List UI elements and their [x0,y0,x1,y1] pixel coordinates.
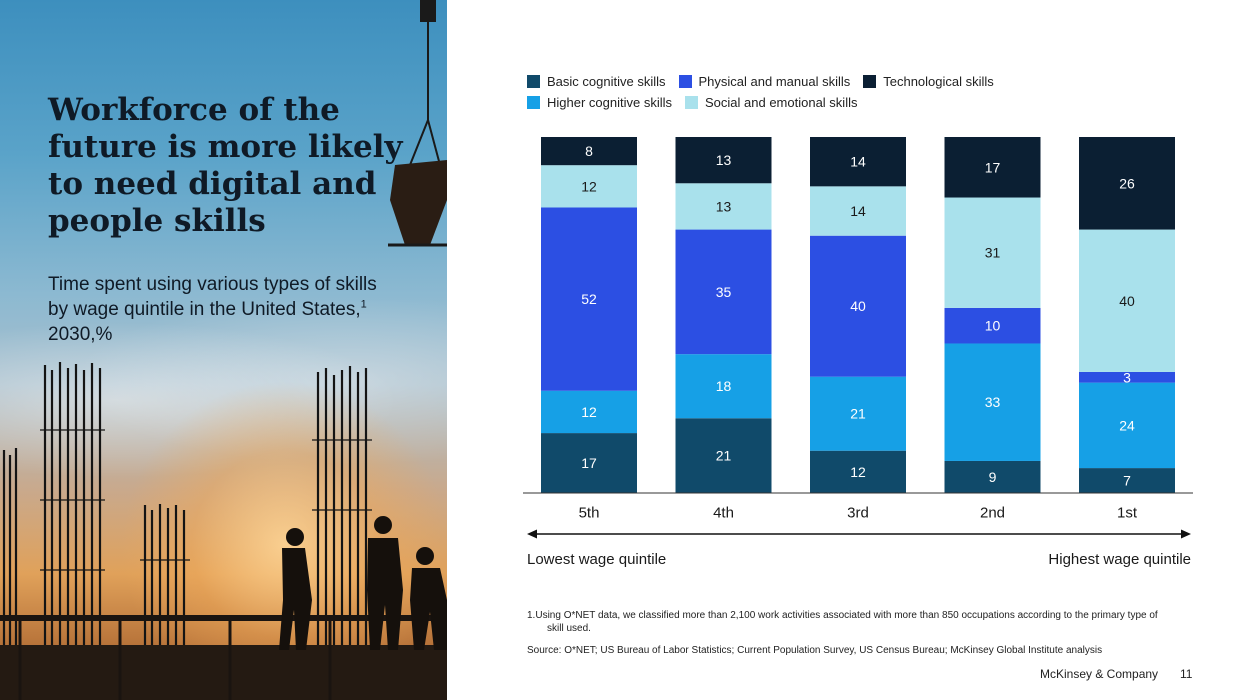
data-label: 31 [985,245,1001,261]
stacked-bar-chart: 17 12 52 12 8 5th 21 18 35 13 13 4th 12 21 40 14 14 3rd 9 3… [523,137,1193,539]
bar-segment [944,343,1041,461]
data-label: 13 [716,152,732,168]
hero-photo: Workforce of the future is more likely t… [0,0,447,700]
footnote-continuation: skill used. [547,622,591,634]
footnote: 1.Using O*NET data, we classified more t… [527,610,1195,635]
data-label: 9 [989,469,997,485]
legend-item-technological: Technological skills [863,74,994,89]
data-label: 24 [1119,417,1135,433]
legend-label: Social and emotional skills [705,95,858,110]
legend-swatch [685,96,698,109]
bar-segment [1079,229,1175,372]
x-tick-label: 1st [1117,505,1138,522]
data-label: 17 [985,159,1001,175]
bar-segment [675,418,772,493]
construction-silhouette [0,0,447,700]
highest-wage-label: Highest wage quintile [1048,551,1191,568]
bar-segment [1079,371,1175,383]
x-tick-label: 3rd [847,505,869,522]
data-label: 10 [985,318,1001,334]
data-label: 21 [716,448,732,464]
bar-segment [810,235,906,377]
footnote-marker: 1 [360,298,367,311]
bar-segment [675,183,772,230]
data-label: 12 [850,464,866,480]
data-label: 12 [581,404,597,420]
subtitle-text: Time spent using various types of skills… [48,274,377,320]
bar-segment [541,137,637,166]
legend-item-physical-manual: Physical and manual skills [678,74,851,89]
legend-swatch [527,96,540,109]
x-tick-label: 2nd [980,505,1005,522]
data-label: 13 [716,198,732,214]
data-label: 35 [716,284,732,300]
legend-item-basic-cognitive: Basic cognitive skills [527,74,666,89]
left-arrowhead [527,529,537,539]
page-title: Workforce of the future is more likely t… [48,92,403,239]
legend-label: Physical and manual skills [698,74,851,89]
legend-label: Technological skills [883,74,994,89]
legend-label: Basic cognitive skills [547,74,666,89]
legend-swatch [678,75,692,88]
legend-row-1: Basic cognitive skills Physical and manu… [527,71,1047,92]
bar-segment [810,450,906,493]
bar-segment [1079,382,1175,469]
bar-segment [541,207,637,391]
data-label: 21 [850,406,866,422]
data-label: 14 [850,154,866,170]
data-label: 40 [1119,293,1135,309]
bar-segment [810,137,906,187]
bar-segment [810,376,906,451]
bar-segment [541,165,637,208]
data-label: 52 [581,291,597,307]
data-label: 33 [985,394,1001,410]
legend-swatch [863,75,877,88]
legend-row-2: Higher cognitive skills Social and emoti… [527,92,1047,113]
bar-segment [944,137,1041,198]
legend-item-higher-cognitive: Higher cognitive skills [527,95,672,110]
data-label: 7 [1123,473,1131,489]
data-label: 40 [850,298,866,314]
subtitle-tail: 2030,% [48,324,113,345]
data-label: 14 [850,203,866,219]
chart-subtitle: Time spent using various types of skills… [48,272,388,347]
bar-segment [541,433,637,493]
data-label: 17 [581,455,597,471]
x-tick-label: 4th [713,505,734,522]
footnote-text: Using O*NET data, we classified more tha… [535,610,1158,621]
bar-segment [1079,468,1175,493]
brand-name: McKinsey & Company [1040,667,1159,681]
legend-label: Higher cognitive skills [547,95,672,110]
legend-swatch [527,75,540,88]
bar-segment [944,197,1041,308]
legend-item-social-emotional: Social and emotional skills [685,95,857,110]
bar-segment [810,186,906,236]
source-note: Source: O*NET; US Bureau of Labor Statis… [527,645,1103,656]
page-number: 11 [1180,667,1193,681]
bar-segment [675,137,772,184]
bar-segment [944,307,1041,344]
bar-segment [944,460,1041,493]
lowest-wage-label: Lowest wage quintile [527,551,667,568]
bar-segment [541,390,637,434]
chart-legend: Basic cognitive skills Physical and manu… [527,71,1047,113]
x-tick-label: 5th [579,505,600,522]
footnote-number: 1. [527,610,536,621]
data-label: 12 [581,178,597,194]
bar-segment [1079,137,1175,230]
right-arrowhead [1181,529,1191,539]
bar-segment [675,354,772,419]
data-label: 3 [1123,369,1131,385]
bar-segment [675,229,772,355]
data-label: 8 [585,143,593,159]
data-label: 26 [1119,175,1135,191]
data-label: 18 [716,378,732,394]
